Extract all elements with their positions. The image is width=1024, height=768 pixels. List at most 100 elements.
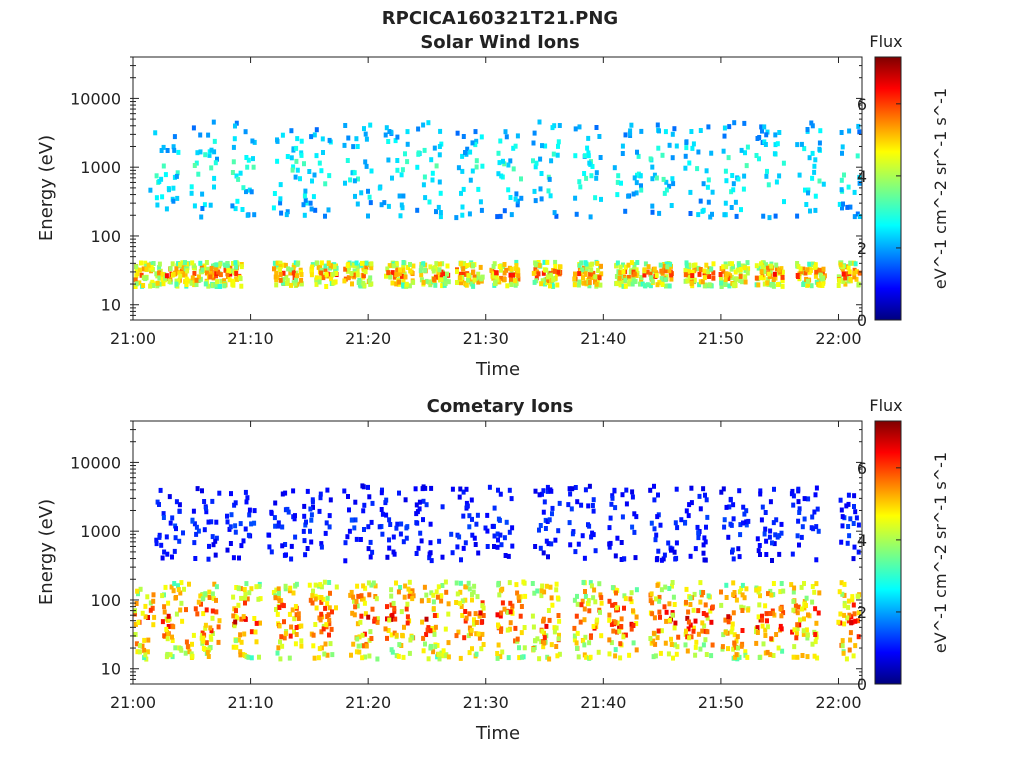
- heatmap-cell: [404, 525, 409, 531]
- heatmap-cell: [478, 610, 483, 616]
- heatmap-cell: [238, 649, 243, 655]
- heatmap-cell: [473, 611, 478, 617]
- heatmap-cell: [632, 529, 637, 535]
- heatmap-cell: [402, 594, 407, 600]
- heatmap-cell: [497, 592, 502, 598]
- heatmap-cell: [233, 638, 238, 644]
- heatmap-cell: [355, 621, 360, 627]
- heatmap-cell: [723, 277, 728, 282]
- heatmap-cell: [613, 587, 618, 593]
- heatmap-cell: [614, 274, 619, 279]
- x-tick-label: 21:10: [228, 693, 274, 712]
- heatmap-cell: [476, 271, 481, 277]
- heatmap-cell: [690, 145, 695, 151]
- heatmap-cell: [252, 212, 257, 218]
- heatmap-cell: [728, 521, 733, 527]
- heatmap-cell: [364, 643, 369, 649]
- heatmap-cell: [739, 586, 744, 591]
- heatmap-cell: [706, 593, 711, 599]
- heatmap-cell: [570, 531, 575, 537]
- heatmap-cell: [736, 176, 741, 182]
- heatmap-cell: [231, 644, 236, 650]
- heatmap-cell: [709, 653, 714, 659]
- heatmap-cell: [664, 283, 668, 289]
- heatmap-cell: [460, 168, 465, 174]
- heatmap-cell: [710, 189, 715, 195]
- heatmap-cell: [738, 532, 743, 538]
- heatmap-cell: [684, 145, 689, 151]
- heatmap-cell: [180, 618, 185, 624]
- heatmap-cell: [291, 270, 296, 276]
- heatmap-cell: [698, 506, 703, 512]
- heatmap-cell: [674, 555, 679, 561]
- heatmap-cell: [613, 505, 618, 511]
- heatmap-cell: [580, 533, 585, 539]
- heatmap-cell: [531, 158, 535, 164]
- heatmap-cell: [767, 274, 772, 280]
- heatmap-cell: [669, 203, 674, 208]
- heatmap-cell: [537, 262, 542, 268]
- heatmap-cell: [277, 623, 282, 629]
- heatmap-cell: [759, 275, 764, 281]
- heatmap-cell: [473, 129, 478, 135]
- heatmap-cell: [134, 281, 139, 287]
- heatmap-cell: [543, 526, 548, 531]
- heatmap-cell: [587, 640, 592, 646]
- heatmap-cell: [171, 624, 176, 630]
- heatmap-cell: [805, 635, 810, 641]
- heatmap-cell: [797, 506, 802, 512]
- heatmap-cell: [244, 155, 249, 160]
- heatmap-cell: [845, 204, 850, 210]
- heatmap-cell: [234, 585, 239, 590]
- heatmap-cell: [170, 554, 174, 560]
- heatmap-cell: [737, 554, 742, 560]
- heatmap-cell: [194, 282, 199, 287]
- heatmap-cell: [765, 618, 769, 624]
- heatmap-cell: [689, 634, 694, 640]
- heatmap-cell: [666, 540, 671, 546]
- heatmap-cell: [350, 610, 355, 616]
- heatmap-cell: [607, 617, 612, 623]
- heatmap-cell: [852, 611, 857, 617]
- heatmap-cell: [731, 580, 736, 586]
- heatmap-cell: [476, 279, 481, 285]
- heatmap-cell: [239, 543, 244, 549]
- heatmap-cell: [719, 280, 724, 286]
- heatmap-cell: [416, 545, 421, 551]
- heatmap-cell: [686, 619, 691, 625]
- heatmap-cell: [812, 169, 817, 175]
- heatmap-cell: [519, 195, 524, 201]
- heatmap-cell: [288, 270, 293, 276]
- heatmap-cell: [207, 647, 211, 653]
- heatmap-cell: [567, 520, 572, 526]
- heatmap-cell: [723, 261, 728, 267]
- heatmap-cell: [473, 542, 478, 547]
- heatmap-cell: [436, 275, 441, 281]
- heatmap-cell: [402, 271, 407, 277]
- heatmap-cell: [278, 260, 283, 266]
- heatmap-cell: [454, 633, 459, 639]
- heatmap-cell: [509, 496, 514, 502]
- heatmap-cell: [804, 603, 808, 608]
- heatmap-cell: [591, 532, 596, 538]
- heatmap-cell: [744, 519, 749, 525]
- heatmap-cell: [282, 619, 286, 625]
- heatmap-cell: [421, 635, 426, 641]
- x-tick-label: 21:40: [580, 693, 626, 712]
- heatmap-cell: [607, 544, 612, 550]
- heatmap-cell: [202, 527, 207, 533]
- heatmap-cell: [496, 622, 500, 628]
- heatmap-cell: [273, 523, 278, 529]
- heatmap-cell: [645, 282, 650, 288]
- heatmap-cell: [481, 642, 486, 647]
- heatmap-cell: [401, 260, 406, 265]
- heatmap-cell: [700, 628, 705, 634]
- heatmap-cell: [461, 545, 466, 551]
- heatmap-cell: [820, 283, 825, 288]
- heatmap-cell: [791, 654, 796, 660]
- heatmap-cell: [366, 546, 371, 552]
- y-tick-label: 10000: [70, 89, 121, 108]
- heatmap-cell: [589, 534, 594, 540]
- heatmap-cell: [721, 268, 726, 274]
